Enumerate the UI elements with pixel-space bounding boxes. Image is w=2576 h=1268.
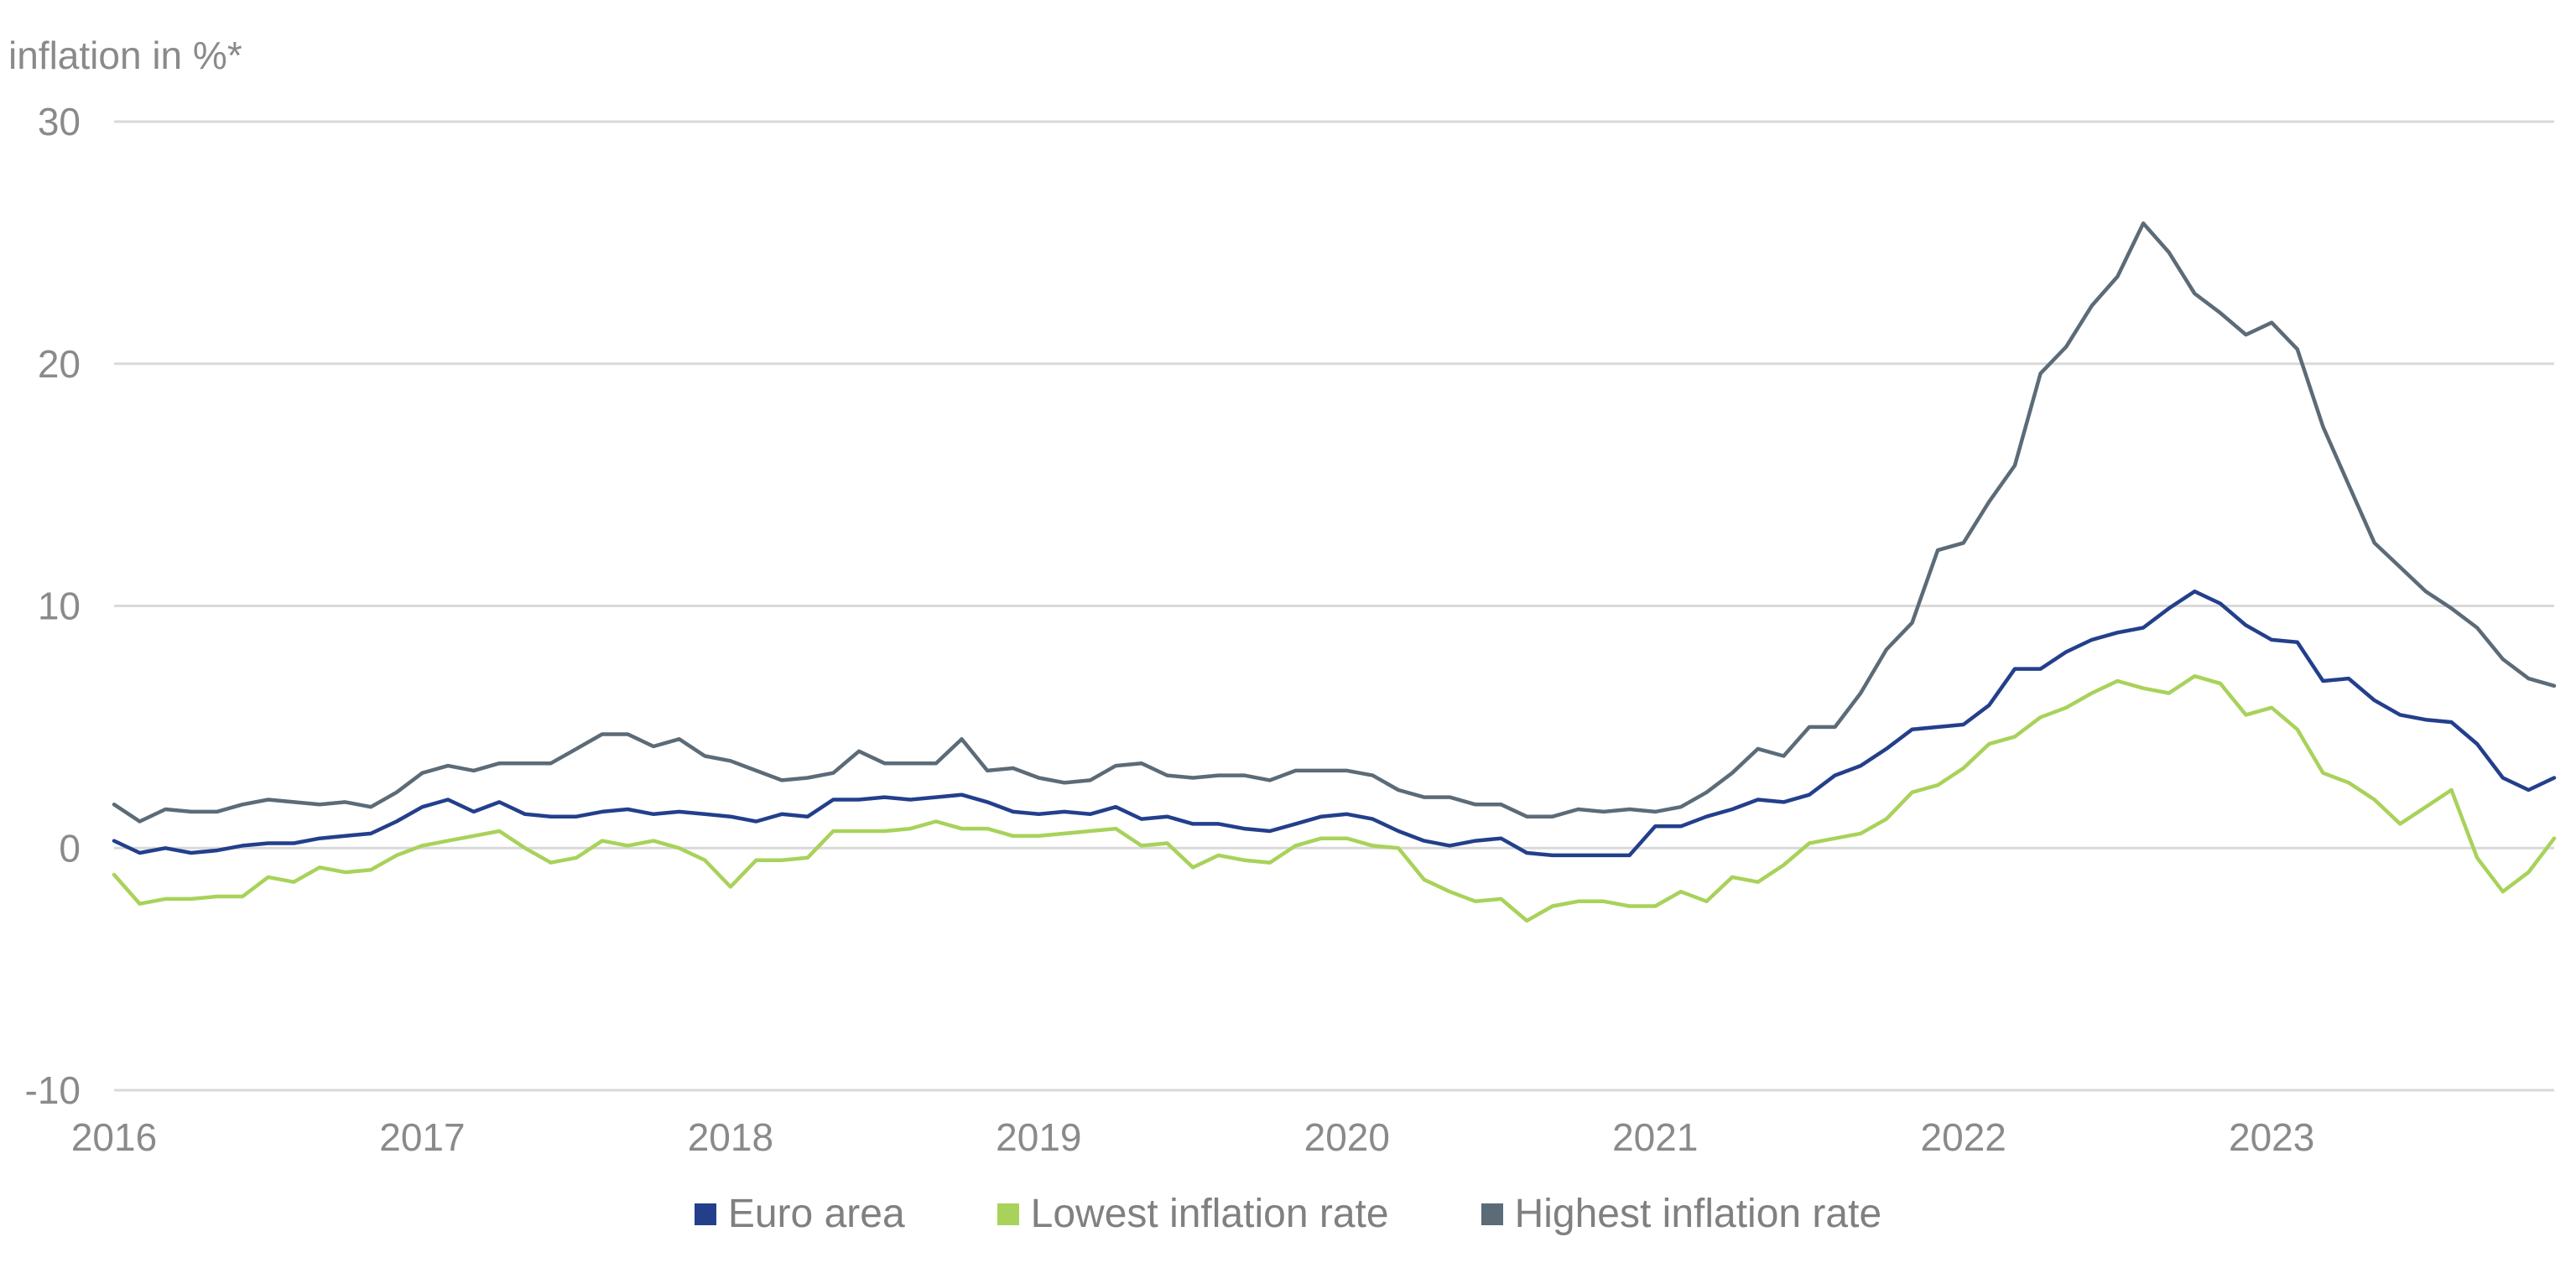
gridlines (114, 120, 2554, 1092)
series-line-euro-area (112, 589, 2557, 858)
legend-swatch-lowest (997, 1203, 1019, 1225)
legend-swatch-euro-area (694, 1203, 716, 1225)
y-tick-label: 10 (38, 585, 81, 628)
x-tick-label: 2016 (71, 1115, 157, 1159)
y-tick-label: -10 (25, 1068, 81, 1112)
legend: Euro area Lowest inflation rate Highest … (0, 1191, 2576, 1237)
x-tick-label: 2023 (2229, 1115, 2314, 1159)
legend-item-lowest: Lowest inflation rate (997, 1191, 1389, 1237)
x-tick-label: 2020 (1304, 1115, 1390, 1159)
legend-label-highest: Highest inflation rate (1514, 1192, 1882, 1236)
x-tick-label: 2017 (379, 1115, 465, 1159)
x-tick-label: 2021 (1612, 1115, 1698, 1159)
y-tick-label: 30 (38, 100, 81, 143)
y-axis-label: inflation in %* (8, 34, 242, 77)
x-tick-label: 2022 (1921, 1115, 2006, 1159)
x-tick-label: 2019 (996, 1115, 1081, 1159)
legend-label-lowest: Lowest inflation rate (1030, 1192, 1389, 1236)
y-tick-label: 0 (59, 826, 81, 870)
x-tick-labels: 2016 2017 2018 2019 2020 2021 2022 2023 (71, 1115, 2315, 1159)
y-tick-labels: -10 0 10 20 30 (25, 100, 81, 1112)
legend-label-euro-area: Euro area (727, 1192, 905, 1236)
series-line-lowest-inflation-rate (112, 673, 2557, 923)
y-tick-label: 20 (38, 342, 81, 386)
x-tick-label: 2018 (688, 1115, 773, 1159)
series-line-highest-inflation-rate (112, 221, 2557, 824)
legend-item-euro-area: Euro area (694, 1191, 905, 1237)
legend-item-highest: Highest inflation rate (1481, 1191, 1882, 1237)
legend-swatch-highest (1481, 1203, 1503, 1225)
series-lines (112, 221, 2557, 923)
